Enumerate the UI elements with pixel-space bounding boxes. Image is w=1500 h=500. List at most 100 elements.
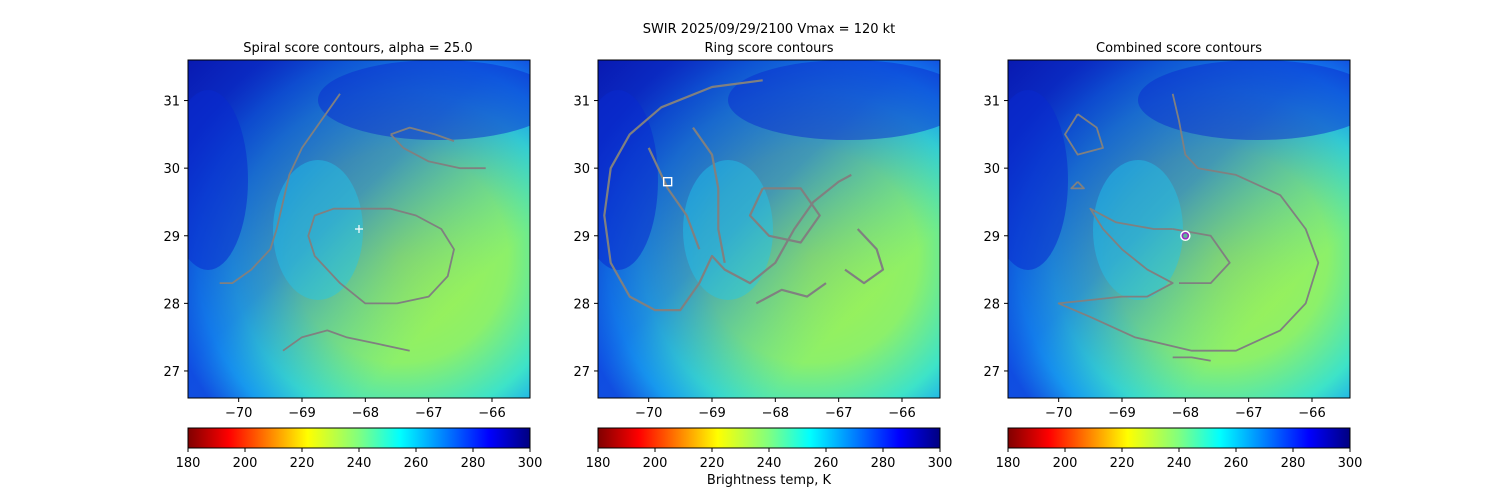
contour-line bbox=[282, 329, 410, 352]
contours-spiral bbox=[219, 93, 486, 352]
x-tick-label: −69 bbox=[698, 406, 725, 421]
y-tick-label: 31 bbox=[983, 95, 1000, 110]
contour-line bbox=[1064, 113, 1104, 156]
y-tick-label: 27 bbox=[163, 365, 180, 380]
colorbar-tick-label: 280 bbox=[1281, 456, 1306, 471]
x-tick-label: −68 bbox=[352, 406, 379, 421]
x-tick-label: −70 bbox=[635, 406, 662, 421]
colorbar-tick-label: 240 bbox=[1167, 456, 1192, 471]
colorbar-tick-label: 220 bbox=[290, 456, 315, 471]
x-tick-label: −66 bbox=[888, 406, 915, 421]
y-tick-label: 28 bbox=[573, 297, 590, 312]
x-tick-label: −66 bbox=[1298, 406, 1325, 421]
center-marker-ring bbox=[662, 176, 673, 187]
contour-line bbox=[1172, 356, 1211, 362]
colorbar-tick-label: 300 bbox=[928, 456, 953, 471]
contour-line bbox=[1070, 181, 1085, 190]
colorbar-tick-label: 300 bbox=[1338, 456, 1363, 471]
x-tick-label: −67 bbox=[825, 406, 852, 421]
x-tick-label: −66 bbox=[478, 406, 505, 421]
center-marker-combined bbox=[1180, 230, 1191, 242]
y-tick-label: 30 bbox=[163, 162, 180, 177]
contour-line bbox=[390, 126, 455, 142]
colorbar-tick-label: 280 bbox=[871, 456, 896, 471]
colorbar-tick-label: 300 bbox=[518, 456, 543, 471]
colorbar-tick-label: 260 bbox=[814, 456, 839, 471]
panel-combined: Combined score contours −70 −69 −68 −67 −66 2… bbox=[983, 41, 1363, 471]
colorbar-label: Brightness temp, K bbox=[706, 473, 832, 488]
panel-ring: Ring score contours −70 −69 −68 −67 −66 27 28 2… bbox=[573, 41, 953, 471]
axes-frame-combined bbox=[1007, 59, 1351, 399]
contour-line bbox=[692, 126, 726, 264]
y-tick-label: 28 bbox=[983, 297, 1000, 312]
contours-combined bbox=[1057, 93, 1320, 362]
image-cloud-band bbox=[728, 60, 940, 140]
image-cloud-band bbox=[273, 160, 363, 300]
contour-line bbox=[1057, 93, 1320, 352]
colorbar-gradient bbox=[1007, 427, 1351, 449]
colorbar-tick-label: 280 bbox=[461, 456, 486, 471]
satellite-image-combined bbox=[1008, 60, 1350, 398]
center-square-marker bbox=[662, 176, 673, 187]
colorbar-ring: 180 200 220 240 260 280 300 bbox=[586, 427, 953, 471]
center-circle-halo bbox=[1180, 230, 1191, 242]
colorbar-tick-label: 200 bbox=[1053, 456, 1078, 471]
panel-title-ring: Ring score contours bbox=[704, 41, 833, 56]
contour-line bbox=[755, 282, 827, 305]
contour-line bbox=[844, 228, 885, 285]
colorbar-combined: 180 200 220 240 260 280 300 bbox=[996, 427, 1363, 471]
axis-ticks-ring: −70 −69 −68 −67 −66 27 28 29 30 31 bbox=[573, 95, 915, 421]
colorbar-tick-label: 220 bbox=[1110, 456, 1135, 471]
x-tick-label: −67 bbox=[415, 406, 442, 421]
panel-title-combined: Combined score contours bbox=[1096, 41, 1262, 56]
colorbar-spiral: 180 200 220 240 260 280 300 bbox=[176, 427, 543, 471]
y-tick-label: 29 bbox=[163, 230, 180, 245]
image-cloud-band bbox=[1008, 90, 1068, 270]
contour-line bbox=[603, 79, 852, 312]
image-cloud-band bbox=[188, 90, 248, 270]
contours-ring bbox=[603, 79, 885, 312]
contour-line bbox=[219, 93, 341, 284]
contour-line bbox=[307, 207, 455, 305]
panel-title-spiral: Spiral score contours, alpha = 25.0 bbox=[243, 41, 472, 56]
x-tick-label: −68 bbox=[1172, 406, 1199, 421]
colorbar-tick-label: 240 bbox=[757, 456, 782, 471]
image-cloud-band bbox=[598, 90, 658, 270]
colorbar-tick-label: 180 bbox=[176, 456, 201, 471]
x-tick-label: −69 bbox=[288, 406, 315, 421]
y-tick-label: 29 bbox=[983, 230, 1000, 245]
colorbar-gradient bbox=[597, 427, 941, 449]
contour-line bbox=[390, 133, 486, 170]
colorbar-tick-label: 220 bbox=[700, 456, 725, 471]
image-cloud-band bbox=[1138, 60, 1350, 140]
colorbar-tick-label: 260 bbox=[404, 456, 429, 471]
y-tick-label: 31 bbox=[163, 95, 180, 110]
y-tick-label: 28 bbox=[163, 297, 180, 312]
y-tick-label: 30 bbox=[573, 162, 590, 177]
image-cloud-band bbox=[318, 60, 530, 140]
x-tick-label: −70 bbox=[225, 406, 252, 421]
axes-frame-spiral bbox=[187, 59, 531, 399]
colorbar-tick-label: 260 bbox=[1224, 456, 1249, 471]
colorbar-tick-label: 200 bbox=[233, 456, 258, 471]
x-tick-label: −67 bbox=[1235, 406, 1262, 421]
contour-line bbox=[647, 147, 701, 250]
y-tick-label: 30 bbox=[983, 162, 1000, 177]
image-cloud-band bbox=[683, 160, 773, 300]
figure-suptitle: SWIR 2025/09/29/2100 Vmax = 120 kt bbox=[642, 22, 896, 37]
colorbar-gradient bbox=[187, 427, 531, 449]
x-tick-label: −69 bbox=[1108, 406, 1135, 421]
axis-ticks-combined: −70 −69 −68 −67 −66 27 28 29 30 31 bbox=[983, 95, 1325, 421]
satellite-image-ring bbox=[598, 60, 940, 398]
center-plus-marker bbox=[355, 225, 363, 233]
y-tick-label: 27 bbox=[573, 365, 590, 380]
x-tick-label: −68 bbox=[762, 406, 789, 421]
colorbar-tick-label: 180 bbox=[586, 456, 611, 471]
colorbar-tick-label: 180 bbox=[996, 456, 1021, 471]
y-tick-label: 31 bbox=[573, 95, 590, 110]
x-tick-label: −70 bbox=[1045, 406, 1072, 421]
contour-line bbox=[1172, 228, 1231, 284]
panel-spiral: Spiral score contours, alpha = 25.0 −70 −… bbox=[163, 41, 543, 471]
y-tick-label: 29 bbox=[573, 230, 590, 245]
